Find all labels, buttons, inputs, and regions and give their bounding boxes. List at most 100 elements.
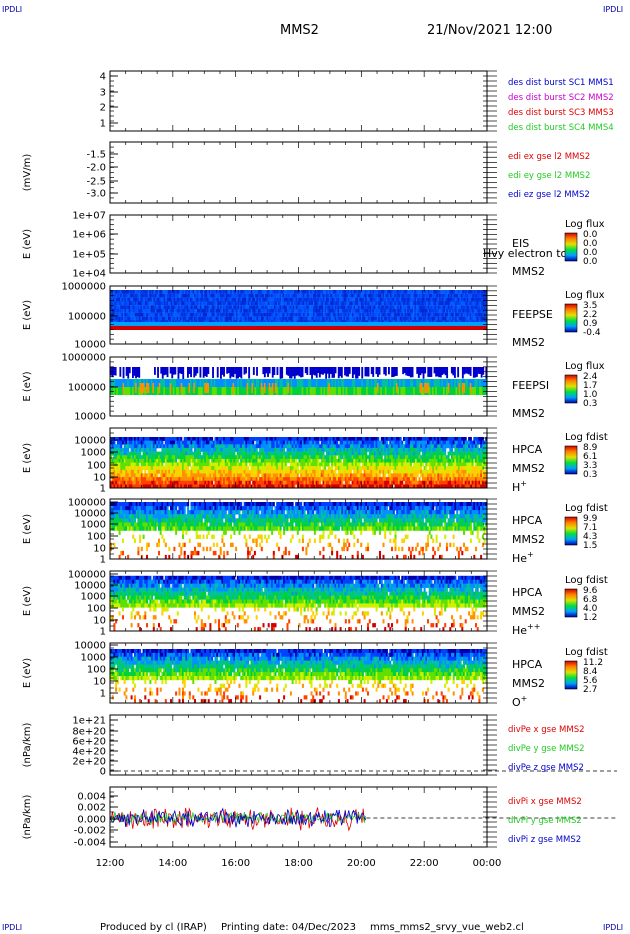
spec-cell: [433, 312, 436, 317]
spec-cell: [178, 312, 180, 317]
spec-cell: [323, 387, 326, 395]
spec-cell: [240, 297, 243, 302]
spec-cell: [252, 367, 255, 375]
spec-cell: [175, 309, 178, 313]
spec-cell: [185, 477, 188, 482]
spec-cell: [163, 297, 166, 302]
spec-cell: [389, 290, 392, 294]
spec-cell: [240, 477, 243, 482]
spec-cell: [114, 309, 117, 313]
spec-cell: [180, 383, 183, 393]
spec-cell: [436, 305, 439, 310]
spec-cell: [300, 387, 302, 395]
spec-cell: [466, 301, 469, 306]
spec-cell: [176, 309, 179, 313]
spec-cell: [358, 367, 361, 376]
spec-cell: [164, 462, 167, 467]
spec-cell: [202, 466, 205, 471]
spec-cell: [116, 387, 119, 395]
spec-cell: [407, 316, 410, 321]
legend-entry: edi ez gse l2 MMS2: [508, 190, 590, 200]
spec-cell: [331, 305, 334, 310]
spec-cell: [199, 367, 202, 378]
spec-cell: [183, 466, 186, 471]
spec-cell: [120, 480, 123, 485]
spec-cell: [359, 305, 362, 310]
spec-cell: [146, 301, 149, 306]
spec-cell: [165, 290, 167, 294]
spec-cell: [209, 440, 212, 445]
spec-cell: [460, 316, 463, 321]
spec-cell: [405, 309, 408, 313]
spec-cell: [194, 379, 197, 387]
spec-cell: [161, 379, 164, 387]
spec-cell: [241, 301, 244, 306]
spec-cell: [273, 305, 276, 310]
spec-cell: [260, 290, 263, 294]
spec-cell: [178, 316, 180, 321]
spec-cell: [421, 367, 423, 374]
spec-cell: [140, 290, 143, 294]
spec-cell: [151, 455, 154, 460]
spec-cell: [207, 480, 210, 485]
spec-cell: [404, 301, 407, 306]
spec-cell: [223, 469, 226, 474]
spec-cell: [314, 301, 317, 306]
spec-cell: [137, 316, 140, 321]
spec-cell: [251, 383, 254, 393]
spec-cell: [149, 316, 151, 321]
spec-cell: [472, 379, 475, 387]
spec-cell: [120, 290, 122, 294]
colorbar: [564, 303, 578, 333]
spec-cell: [207, 473, 210, 478]
spec-cell: [138, 367, 141, 378]
spec-cell: [214, 444, 217, 449]
spec-cell: [207, 477, 210, 482]
spec-cell: [313, 297, 315, 302]
spec-cell: [169, 316, 172, 321]
spec-cell: [141, 290, 144, 294]
header-datetime: 21/Nov/2021 12:00: [427, 23, 552, 38]
spec-cell: [175, 466, 178, 471]
spec-cell: [211, 447, 214, 452]
spec-cell: [216, 466, 219, 471]
spec-cell: [198, 316, 201, 321]
spec-cell: [426, 316, 428, 321]
spec-cell: [197, 309, 199, 313]
spec-cell: [153, 305, 156, 310]
spec-cell: [246, 297, 249, 302]
spec-cell: [421, 293, 424, 298]
spec-cell: [183, 293, 186, 298]
spec-cell: [182, 451, 185, 456]
spec-cell: [113, 440, 116, 445]
spec-cell: [128, 444, 131, 449]
spec-cell: [209, 437, 212, 441]
spec-cell: [234, 379, 236, 387]
spec-cell: [149, 473, 152, 478]
spec-cell: [314, 305, 317, 310]
spec-cell: [220, 290, 222, 294]
spec-cell: [179, 290, 182, 294]
spec-cell: [159, 437, 162, 441]
spec-cell: [147, 437, 150, 441]
spec-cell: [154, 466, 157, 471]
spec-cell: [165, 305, 167, 310]
spec-cell: [226, 387, 229, 395]
spec-cell: [383, 367, 386, 375]
spec-cell: [180, 447, 183, 452]
spec-cell: [235, 473, 238, 478]
spec-cell: [130, 455, 133, 460]
spec-cell: [224, 437, 227, 441]
spec-cell: [168, 437, 171, 441]
spec-cell: [388, 367, 390, 375]
spec-cell: [460, 309, 463, 313]
spec-cell: [188, 305, 191, 310]
spec-cell: [402, 312, 405, 317]
spec-cell: [444, 367, 447, 376]
spec-cell: [153, 309, 156, 313]
spec-cell: [430, 379, 433, 387]
spec-cell: [257, 316, 260, 321]
spec-cell: [205, 305, 208, 310]
spec-cell: [408, 387, 411, 395]
spec-cell: [389, 379, 392, 387]
